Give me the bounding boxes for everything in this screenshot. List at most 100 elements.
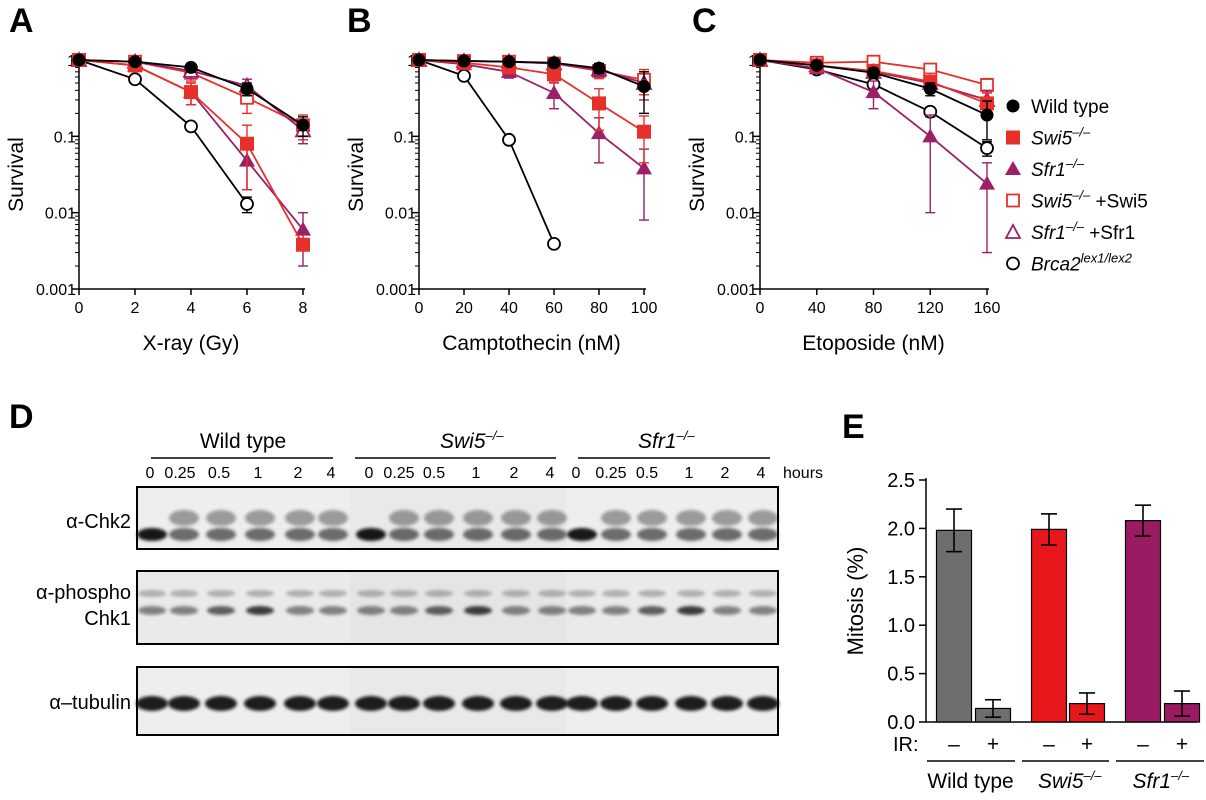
blot-group-label: Wild type	[200, 430, 286, 453]
data-point-wild_type	[592, 61, 606, 75]
blot-band	[537, 510, 567, 526]
legend-marker-sfr1	[1005, 161, 1021, 175]
blot-band	[319, 606, 347, 615]
blot-band	[284, 696, 316, 711]
x-tick-label: 80	[590, 300, 608, 317]
data-point-brca2	[457, 68, 471, 83]
timepoint-label: 0.5	[208, 465, 230, 482]
panel-letters: A B C D E	[9, 2, 865, 446]
label-superscript: –/–	[1083, 768, 1103, 783]
blot-band	[711, 696, 743, 711]
data-point-swi5	[184, 85, 198, 100]
y-axis-label: Survival	[686, 137, 709, 212]
data-point-swi5	[547, 67, 561, 82]
blot-band	[602, 590, 630, 597]
data-point-wild_type	[547, 56, 561, 70]
data-point-sfr1	[636, 160, 652, 175]
blot-band	[502, 590, 530, 597]
label-superscript: –/–	[1065, 156, 1085, 171]
ir-state-label: –	[948, 733, 960, 756]
label-base: Swi5	[1038, 770, 1084, 793]
x-tick-label: 2	[131, 300, 140, 317]
group-label: Sfr1–/–	[1133, 768, 1190, 793]
data-point-swi5	[592, 96, 606, 111]
series-wild_type	[753, 53, 994, 141]
y-tick-label: 0.5	[887, 664, 915, 686]
x-axis-label: X-ray (Gy)	[143, 332, 240, 355]
y-tick-label: 2.0	[887, 518, 915, 540]
x-tick-label: 160	[974, 300, 1001, 317]
data-point-wild_type	[867, 66, 880, 80]
blot-band	[464, 590, 492, 597]
blot-band	[713, 606, 741, 615]
label-base: Sfr1	[1031, 160, 1066, 181]
series-sfr1	[411, 52, 652, 221]
label-base: Brca2	[1031, 255, 1081, 276]
blot-band	[244, 696, 276, 711]
x-tick-label: 20	[455, 300, 473, 317]
blot-band	[318, 528, 348, 541]
y-tick-label: 1	[407, 53, 416, 70]
series-wild_type	[72, 53, 310, 138]
y-tick-label: 1	[67, 53, 76, 70]
panel-letter-e: E	[842, 408, 865, 446]
data-point-wild_type	[457, 54, 471, 68]
legend-marker-brca2	[1006, 256, 1020, 271]
y-tick-label: 1.0	[887, 615, 915, 637]
legend-marker-swi5	[1006, 130, 1020, 145]
blot-band	[637, 510, 667, 526]
timepoint-label: 0	[572, 465, 581, 482]
bar	[1030, 528, 1068, 723]
y-tick-label: 0.1	[735, 129, 757, 146]
data-point-swi5	[296, 237, 310, 252]
y-axis-label: Survival	[5, 137, 28, 212]
data-point-brca2	[980, 141, 994, 156]
blot-band	[500, 696, 532, 711]
x-tick-label: 6	[243, 300, 252, 317]
blot-band	[537, 528, 567, 541]
blot-band	[676, 510, 706, 526]
blot-band	[712, 510, 742, 526]
legend-label: Swi5–/– +Swi5	[1031, 188, 1148, 213]
blot-band	[601, 510, 631, 526]
blot-band	[319, 590, 347, 597]
blot-band	[285, 528, 315, 541]
blot-band	[136, 696, 168, 711]
data-point-brca2	[184, 119, 198, 134]
blot-band	[168, 696, 200, 711]
blot-band	[425, 606, 453, 615]
data-point-wild_type	[810, 58, 824, 72]
y-tick-label: 0.001	[376, 282, 416, 299]
series-brca2	[412, 53, 561, 251]
timepoint-label: 4	[757, 465, 766, 482]
blot-band	[638, 590, 666, 597]
blot-row-label: α-phospho Chk1	[0, 580, 131, 632]
y-tick-label: 0.1	[394, 129, 416, 146]
data-point-brca2	[240, 197, 254, 211]
x-tick-label: 4	[187, 300, 196, 317]
blot-band	[169, 510, 199, 526]
legend-marker-wild_type	[1006, 99, 1020, 113]
label-base: Swi5	[1031, 129, 1073, 150]
blot-band	[137, 528, 167, 541]
legend-label: Sfr1–/– +Sfr1	[1031, 219, 1135, 244]
bar	[1124, 520, 1162, 723]
y-tick-label: 0.01	[726, 206, 757, 223]
series-line-brca2	[418, 59, 555, 245]
timepoint-label: 0	[365, 465, 374, 482]
blot-group-label: Sfr1–/–	[638, 428, 695, 453]
blot-row-label-line: α-phospho	[36, 582, 131, 604]
blot-band	[389, 528, 419, 541]
ir-state-label: –	[1137, 733, 1149, 756]
y-tick-label: 0.001	[717, 282, 757, 299]
blot-band	[425, 590, 453, 597]
series-line-wild_type	[418, 59, 645, 88]
data-point-sfr1	[546, 84, 562, 99]
blot-band	[355, 696, 387, 711]
legend-label: Sfr1–/–	[1031, 156, 1085, 181]
blot-band	[462, 696, 494, 711]
y-tick-label: 0.0	[887, 712, 915, 734]
data-point-sfr1	[591, 125, 607, 140]
blot-band	[566, 696, 598, 711]
data-point-wild_type	[637, 79, 651, 93]
